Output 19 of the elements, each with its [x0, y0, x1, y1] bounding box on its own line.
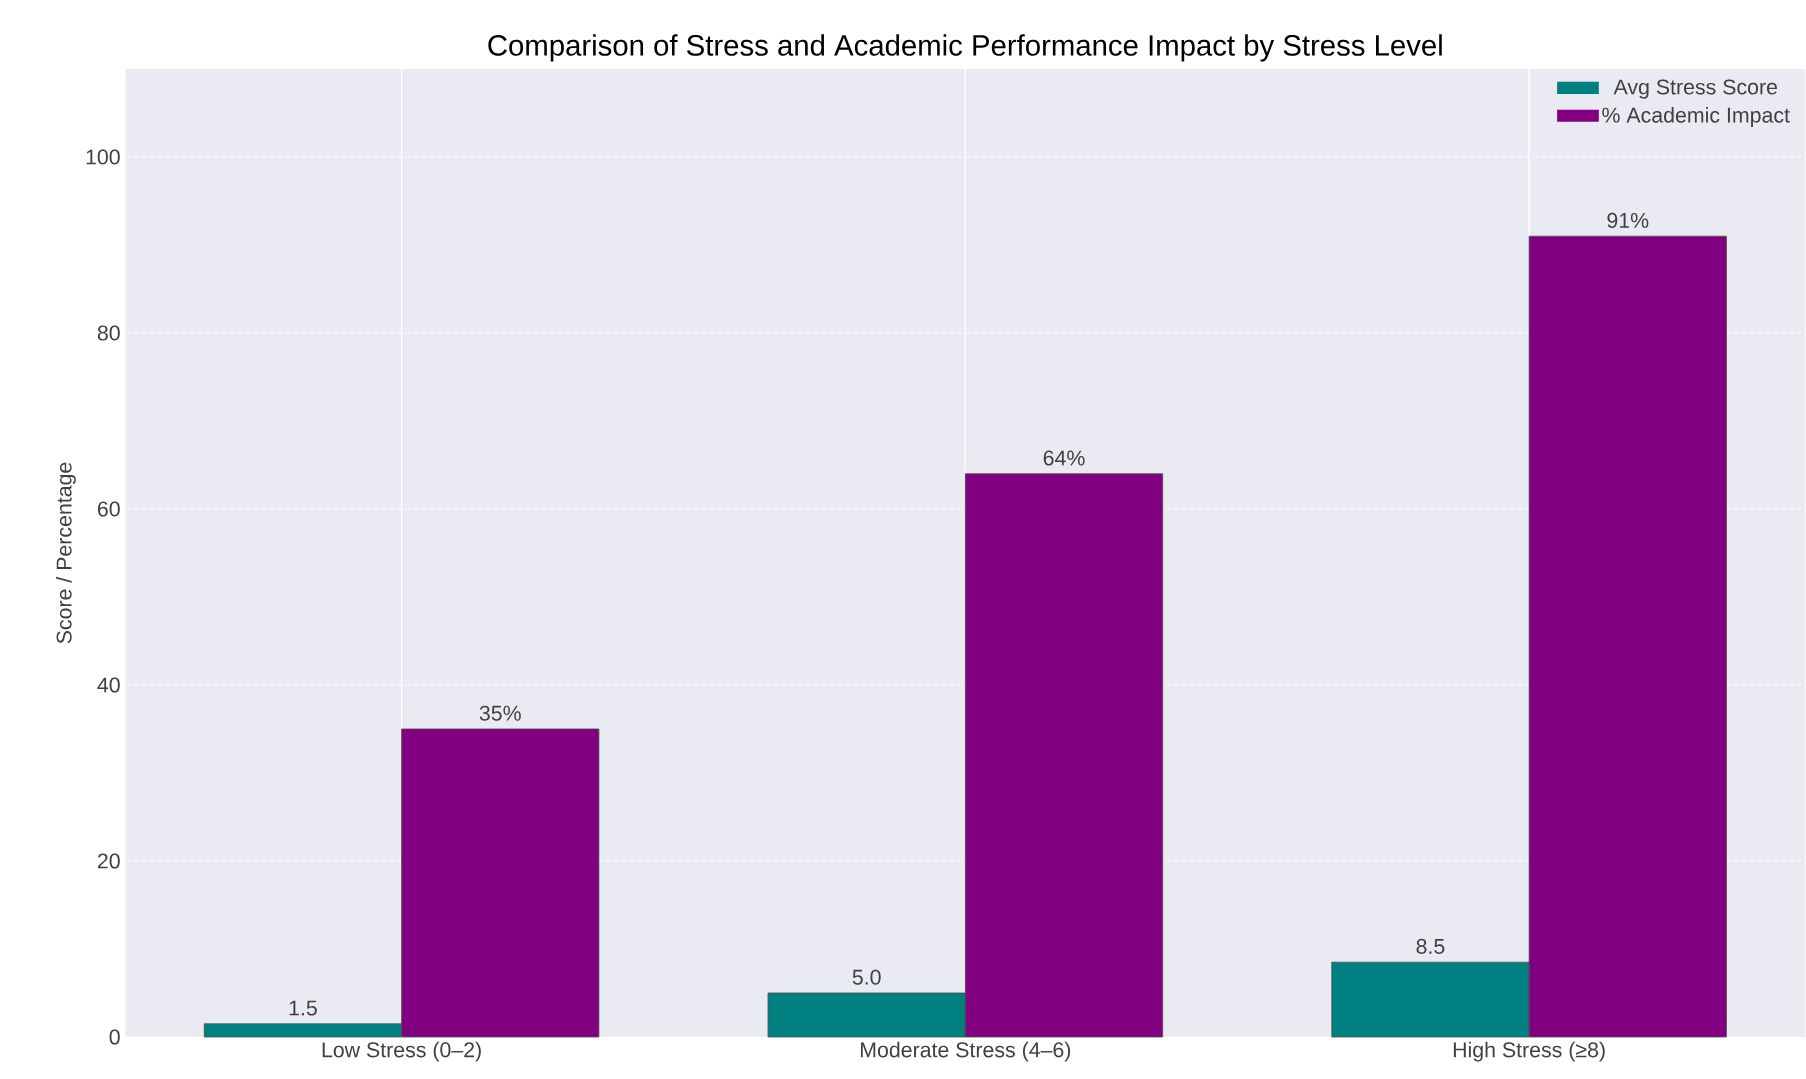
data-label: 5.0 — [852, 969, 881, 985]
y-tick-label: 100 — [86, 149, 120, 165]
data-label: 35% — [479, 705, 521, 721]
data-label: 64% — [1043, 450, 1085, 466]
y-tick-label: 80 — [97, 325, 120, 341]
y-tick-label: 40 — [97, 677, 120, 693]
y-tick-label: 60 — [97, 501, 120, 517]
x-tick-label: High Stress (≥8) — [1453, 1041, 1605, 1062]
data-label: 8.5 — [1416, 938, 1445, 954]
y-axis-title: Score / Percentage — [56, 462, 76, 644]
legend-label: % Academic Impact — [1602, 107, 1790, 127]
x-tick-label: Low Stress (0–2) — [322, 1041, 481, 1062]
data-label: 1.5 — [289, 1000, 317, 1016]
y-tick-label: 0 — [109, 1029, 120, 1045]
legend-label: Avg Stress Score — [1613, 79, 1777, 99]
chart-title: Comparison of Stress and Academic Performance Impact by Stress Level — [488, 34, 1442, 62]
y-tick-label: 20 — [97, 853, 120, 869]
data-label: 91% — [1607, 212, 1649, 228]
x-tick-label: Moderate Stress (4–6) — [860, 1041, 1071, 1062]
